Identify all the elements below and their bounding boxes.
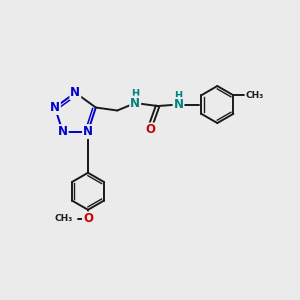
Text: N: N [83, 125, 93, 138]
Text: CH₃: CH₃ [55, 214, 73, 223]
Text: H: H [174, 91, 183, 100]
Text: N: N [173, 98, 184, 111]
Text: N: N [50, 101, 60, 114]
Text: N: N [130, 97, 140, 110]
Text: CH₃: CH₃ [245, 91, 264, 100]
Text: O: O [145, 123, 155, 136]
Text: N: N [70, 86, 80, 99]
Text: N: N [58, 125, 68, 138]
Text: H: H [131, 89, 139, 99]
Text: O: O [83, 212, 93, 225]
